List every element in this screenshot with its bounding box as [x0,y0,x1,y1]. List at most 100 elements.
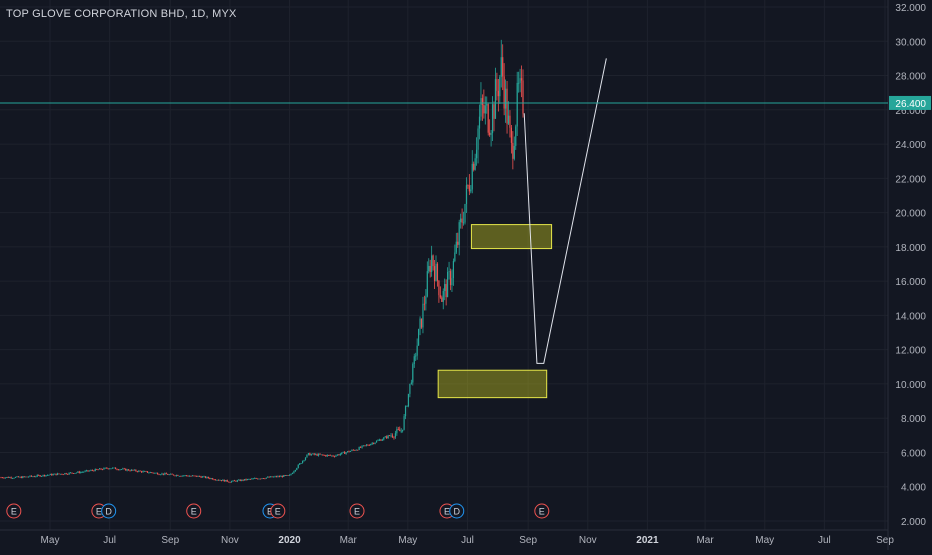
candle-body [454,252,456,262]
candle-body [126,469,128,471]
candle-body [489,132,491,135]
earnings-marker [349,503,365,519]
earnings-marker-label: E [11,507,17,517]
candle-body [117,469,120,471]
earnings-marker-label: E [275,507,281,517]
candle-body [270,476,272,478]
candle-body [315,454,317,455]
candle-body [491,104,494,134]
candle-body [230,481,233,483]
candle-body [354,450,356,451]
earnings-marker-label: E [539,507,545,517]
candle-body [80,472,82,474]
candle-body [232,480,234,482]
candle-body [494,79,497,119]
candle-body [432,255,434,267]
x-tick-label: Sep [876,535,894,546]
candle-body [245,479,247,481]
x-tick-label: May [755,535,774,546]
candle-body [252,478,254,480]
candle-body [436,263,439,281]
dividend-marker [449,503,465,519]
candle-body [132,469,134,471]
candle-body [493,104,495,119]
candle-body [499,76,501,97]
candle-body [91,470,93,471]
candle-body [387,435,389,439]
candle-body [519,78,521,83]
candle-body [68,472,70,475]
candle-body [320,454,323,456]
candle-body [518,82,520,84]
candle-body [368,445,370,446]
candle-body [58,473,60,475]
candle-body [181,475,183,477]
candle-body [284,475,286,476]
candle-body [190,475,192,477]
y-tick-label: 8.000 [901,414,926,425]
candle-body [193,475,195,477]
candle-body [349,450,352,452]
candle-body [449,271,452,286]
candle-body [133,469,135,471]
dividend-marker-label: D [453,507,460,517]
candle-body [326,454,328,457]
candle-body [506,88,508,124]
candle-body [159,474,162,476]
candle-body [199,475,201,477]
candle-body [43,474,46,477]
candle-body [170,473,172,475]
candle-body [358,447,360,450]
candle-body [435,263,437,281]
candle-body [433,266,436,281]
candle-body [306,454,308,458]
candle-body [62,474,64,476]
candle-body [48,474,50,476]
candle-body [197,475,199,477]
candle-body [348,451,350,452]
candle-body [142,471,144,473]
candle-body [281,475,283,477]
candle-body [487,104,489,133]
y-tick-label: 14.000 [895,311,926,322]
candle-body [296,468,298,470]
candle-body [154,472,156,474]
candle-body [97,469,99,471]
candle-body [332,455,334,457]
y-tick-label: 28.000 [895,72,926,83]
candle-body [468,185,470,192]
candle-body [64,473,66,475]
candle-body [155,472,157,474]
candle-body [328,454,330,456]
candle-body [17,476,19,478]
candle-body [339,453,341,456]
candle-body [226,479,228,482]
candle-body [378,439,381,441]
candle-body [480,98,482,117]
candle-body [216,479,218,481]
earnings-marker-label: E [191,507,197,517]
candle-body [77,471,79,473]
candle-body [164,473,166,475]
candle-body [464,204,466,223]
candle-body [104,467,106,469]
candle-body [396,429,398,434]
earnings-marker [270,503,286,519]
candle-body [364,445,366,447]
candle-body [32,476,34,478]
candle-body [275,476,278,478]
candle-body [335,455,337,457]
candle-body [262,478,265,480]
candle-body [148,472,150,474]
y-tick-label: 32.000 [895,3,926,14]
candle-body [55,473,57,476]
candle-body [409,383,411,394]
earnings-marker [534,503,550,519]
candle-body [319,453,321,455]
candle-body [516,82,518,127]
candle-body [413,356,415,365]
candle-body [236,480,238,482]
candle-body [206,476,208,478]
